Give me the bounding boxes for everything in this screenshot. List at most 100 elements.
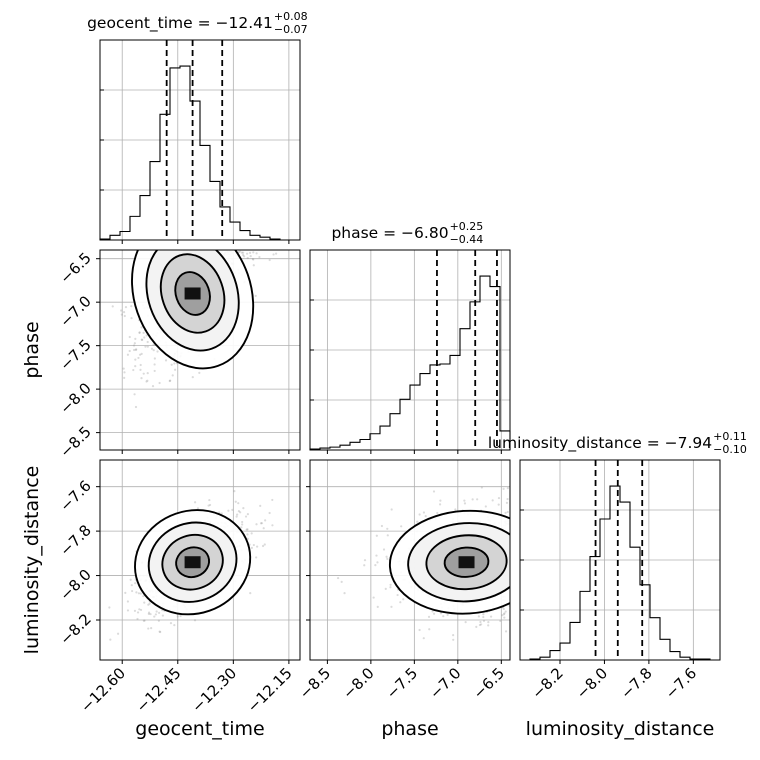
sample-point [134,582,137,585]
sample-point [140,326,143,329]
sample-point [132,344,136,347]
sample-point [130,317,133,320]
sample-point [246,533,249,536]
panel-title: luminosity_distance = −7.94 [488,434,712,453]
sample-point [153,363,156,366]
sample-point [482,613,485,616]
sample-point [487,624,490,627]
title-phase: phase = −6.80 +0.25−0.44 [331,220,483,246]
title-luminosity_distance: luminosity_distance = −7.94 +0.11−0.10 [488,430,747,456]
sample-point [254,294,257,297]
sample-point [142,372,145,375]
sample-point [255,523,258,526]
sample-point [272,253,275,256]
sample-point [170,363,173,366]
y-tick-label: −8.0 [56,566,94,604]
sample-point [363,564,366,567]
sample-point [142,595,145,598]
sample-point [396,593,399,597]
sample-point [250,532,253,535]
sample-point [240,251,244,254]
y-tick-label: −7.0 [56,292,94,330]
sample-point [432,612,436,615]
sample-point [146,372,149,375]
sample-point [135,348,138,351]
sample-point [252,543,255,547]
scatter-cloud [336,486,510,641]
sample-point [240,526,243,529]
sample-point [242,253,245,257]
sample-point [198,371,201,375]
sample-point [124,305,128,309]
title-geocent_time: geocent_time = −12.41 +0.08−0.07 [87,10,308,36]
sample-point [246,528,249,531]
sample-point [238,250,241,253]
sample-point [227,509,230,512]
sample-point [120,313,123,316]
x-tick-label: −8.0 [339,664,377,702]
sample-point [169,379,172,382]
sample-point [416,520,419,523]
title-lower-error: −0.07 [274,23,308,36]
sample-point [234,500,237,503]
sample-point [147,603,150,606]
sample-point [503,612,506,615]
x-tick-label: −12.15 [244,664,296,716]
sample-point [471,498,474,501]
panel-frame [99,459,301,661]
sample-point [422,511,426,514]
sample-point [109,638,112,641]
sample-point [193,501,197,504]
sample-point [246,513,249,516]
density-peak [458,556,475,569]
sample-point [418,513,421,516]
sample-point [251,257,254,261]
sample-point [144,345,147,348]
y-tick-label: −7.5 [56,336,94,374]
sample-point [504,511,507,514]
sample-point [208,498,211,502]
x-axis-label-phase: phase [381,718,438,740]
sample-point [158,381,161,385]
sample-point [176,615,179,618]
sample-point [237,502,240,505]
sample-point [428,628,431,631]
sample-point [480,486,483,489]
sample-point [142,619,145,622]
sample-point [259,504,262,507]
contour-3 [443,546,490,578]
sample-point [442,615,445,618]
x-tick-label: −7.6 [662,664,700,702]
sample-point [133,393,136,396]
sample-point [271,498,274,502]
sample-point [123,371,126,374]
sample-point [145,380,148,383]
sample-point [131,589,134,593]
sample-point [452,638,455,641]
sample-point [138,331,141,334]
sample-point [252,251,255,254]
sample-point [439,499,442,502]
x-tick-label: −7.5 [383,664,421,702]
sample-point [153,369,156,373]
sample-point [438,503,442,506]
sample-point [263,543,266,546]
sample-point [129,578,132,581]
sample-point [399,601,402,604]
sample-point [139,363,142,367]
x-tick-label: −12.45 [133,664,185,716]
y-axis-label-phase: phase [21,321,43,378]
sample-point [262,527,265,530]
panel-frame [519,459,721,661]
sample-point [484,505,487,508]
x-tick-label: −8.5 [296,664,334,702]
sample-point [138,353,142,356]
sample-point [150,347,154,350]
sample-point [137,356,140,360]
sample-point [422,637,425,640]
panel-title: geocent_time = −12.41 [87,14,273,33]
sample-point [146,345,149,348]
panel-frame [99,39,301,241]
sample-point [242,255,246,258]
sample-point [376,561,379,564]
